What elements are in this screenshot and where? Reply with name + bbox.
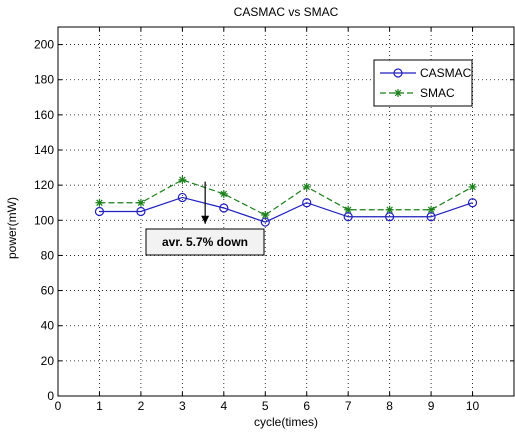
annotation: avr. 5.7% down bbox=[145, 181, 265, 256]
legend-label-casmac: CASMAC bbox=[420, 66, 472, 80]
y-tick-label: 0 bbox=[47, 389, 54, 403]
series-lines bbox=[94, 175, 478, 227]
marker-stroke bbox=[394, 89, 402, 97]
data-point-casmac bbox=[343, 212, 353, 222]
data-point-casmac bbox=[260, 217, 270, 227]
x-tick-label: 3 bbox=[179, 399, 186, 413]
data-point-smac bbox=[219, 189, 228, 198]
legend-marker-casmac bbox=[393, 68, 403, 78]
data-point-casmac bbox=[136, 206, 146, 217]
y-tick-label: 100 bbox=[34, 213, 54, 227]
data-point-casmac bbox=[467, 198, 478, 208]
y-tick-label: 80 bbox=[41, 248, 55, 262]
marker-stroke bbox=[179, 176, 186, 184]
marker-stroke bbox=[220, 190, 228, 198]
x-tick-label: 9 bbox=[428, 399, 435, 413]
annotation-text: avr. 5.7% down bbox=[162, 235, 248, 249]
marker-stroke bbox=[96, 199, 103, 206]
annotation-arrow-head bbox=[201, 215, 210, 224]
y-tick-label: 160 bbox=[34, 108, 54, 122]
y-tick-label: 180 bbox=[34, 73, 54, 87]
x-tick-label: 0 bbox=[55, 399, 62, 413]
x-tick-label: 7 bbox=[345, 399, 352, 413]
y-tick-label: 20 bbox=[41, 354, 55, 368]
y-tick-label: 60 bbox=[41, 284, 55, 298]
data-point-casmac bbox=[426, 212, 436, 222]
series-line-casmac bbox=[99, 196, 473, 223]
y-axis-label: power(mW) bbox=[5, 197, 19, 259]
marker-stroke bbox=[137, 199, 145, 206]
data-point-casmac bbox=[385, 212, 395, 222]
data-point-smac bbox=[385, 205, 394, 214]
data-point-smac bbox=[178, 175, 187, 184]
marker-stroke bbox=[344, 206, 352, 213]
x-tick-label: 6 bbox=[303, 399, 310, 413]
data-point-casmac bbox=[219, 203, 229, 213]
legend-label-smac: SMAC bbox=[420, 86, 455, 100]
plot-area-frame bbox=[57, 26, 515, 397]
data-point-casmac bbox=[94, 206, 105, 217]
data-point-smac bbox=[468, 182, 477, 191]
legend: CASMAC SMAC bbox=[373, 59, 473, 107]
data-point-casmac bbox=[302, 198, 312, 208]
y-tick-label: 200 bbox=[34, 38, 54, 52]
marker-stroke bbox=[469, 183, 476, 191]
y-tick-label: 40 bbox=[41, 319, 55, 333]
x-tick-label: 10 bbox=[466, 399, 480, 413]
marker-stroke bbox=[386, 206, 393, 213]
data-point-smac bbox=[136, 198, 145, 207]
marker-stroke bbox=[303, 183, 310, 191]
chart-title: CASMAC vs SMAC bbox=[234, 5, 339, 19]
x-tick-label: 1 bbox=[96, 399, 103, 413]
data-point-smac bbox=[302, 182, 311, 191]
data-point-smac bbox=[95, 198, 104, 207]
series-line-smac bbox=[99, 179, 473, 216]
x-tick-label: 5 bbox=[262, 399, 269, 413]
annotation-box bbox=[145, 228, 265, 256]
x-axis-label: cycle(times) bbox=[254, 415, 318, 429]
y-tick-label: 120 bbox=[34, 178, 54, 192]
marker-stroke bbox=[427, 206, 435, 213]
legend-box bbox=[373, 59, 473, 107]
legend-marker-smac bbox=[394, 89, 402, 97]
x-tick-label: 4 bbox=[220, 399, 227, 413]
x-tick-label: 2 bbox=[138, 399, 145, 413]
data-point-casmac bbox=[177, 192, 187, 203]
x-tick-label: 8 bbox=[386, 399, 393, 413]
marker-stroke bbox=[262, 211, 269, 219]
y-tick-label: 140 bbox=[34, 143, 54, 157]
